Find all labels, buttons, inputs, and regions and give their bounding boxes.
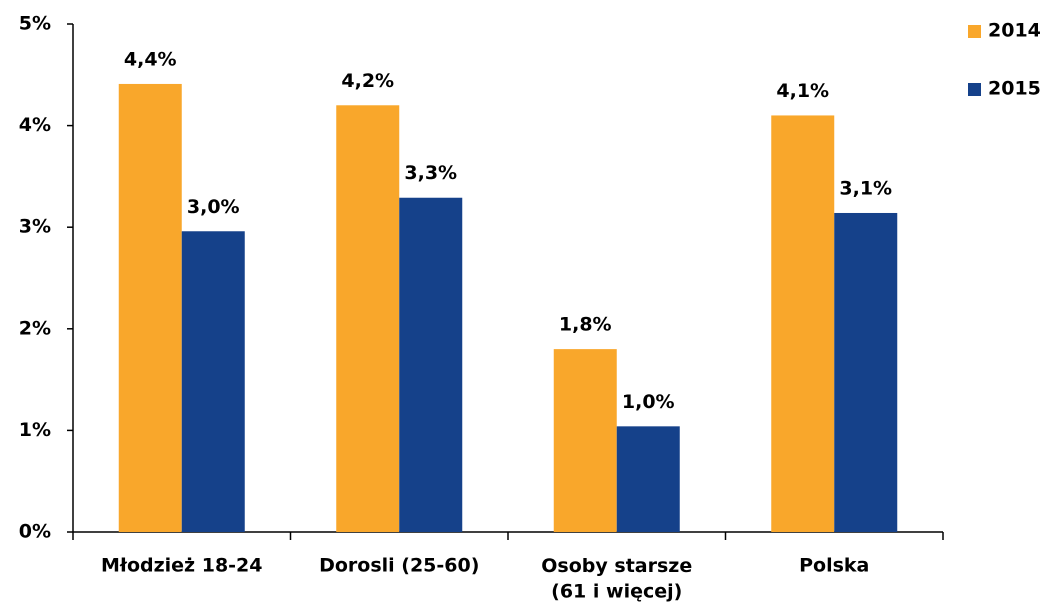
x-tick-label: Dorosli (25-60) [319, 555, 479, 577]
bar [553, 349, 617, 532]
value-label: 4,2% [341, 70, 394, 92]
value-label: 3,3% [404, 162, 457, 184]
legend-label: 2015 [988, 78, 1041, 100]
value-label: 4,4% [124, 48, 177, 70]
y-tick-label: 0% [19, 521, 51, 543]
legend-swatch [968, 83, 981, 96]
value-label: 3,1% [839, 177, 892, 199]
y-tick-label: 2% [19, 317, 51, 339]
y-tick-label: 4% [19, 114, 51, 136]
x-tick-label: Polska [799, 555, 869, 577]
y-tick-label: 3% [19, 216, 51, 238]
y-tick-label: 1% [19, 419, 51, 441]
y-tick-label: 5% [19, 13, 51, 35]
bar [399, 197, 463, 532]
value-label: 1,8% [559, 314, 612, 336]
bar [616, 426, 680, 532]
value-label: 4,1% [776, 80, 829, 102]
bar [336, 105, 400, 532]
bar [771, 115, 835, 532]
x-tick-label: Osoby starsze (61 i więcej) [541, 555, 692, 603]
bar [118, 83, 182, 532]
legend-label: 2014 [988, 20, 1041, 42]
legend-swatch [968, 25, 981, 38]
value-label: 1,0% [622, 391, 675, 413]
x-tick-label: Młodzież 18-24 [101, 555, 263, 577]
value-label: 3,0% [187, 196, 240, 218]
bar [834, 212, 898, 532]
bar [181, 231, 245, 532]
